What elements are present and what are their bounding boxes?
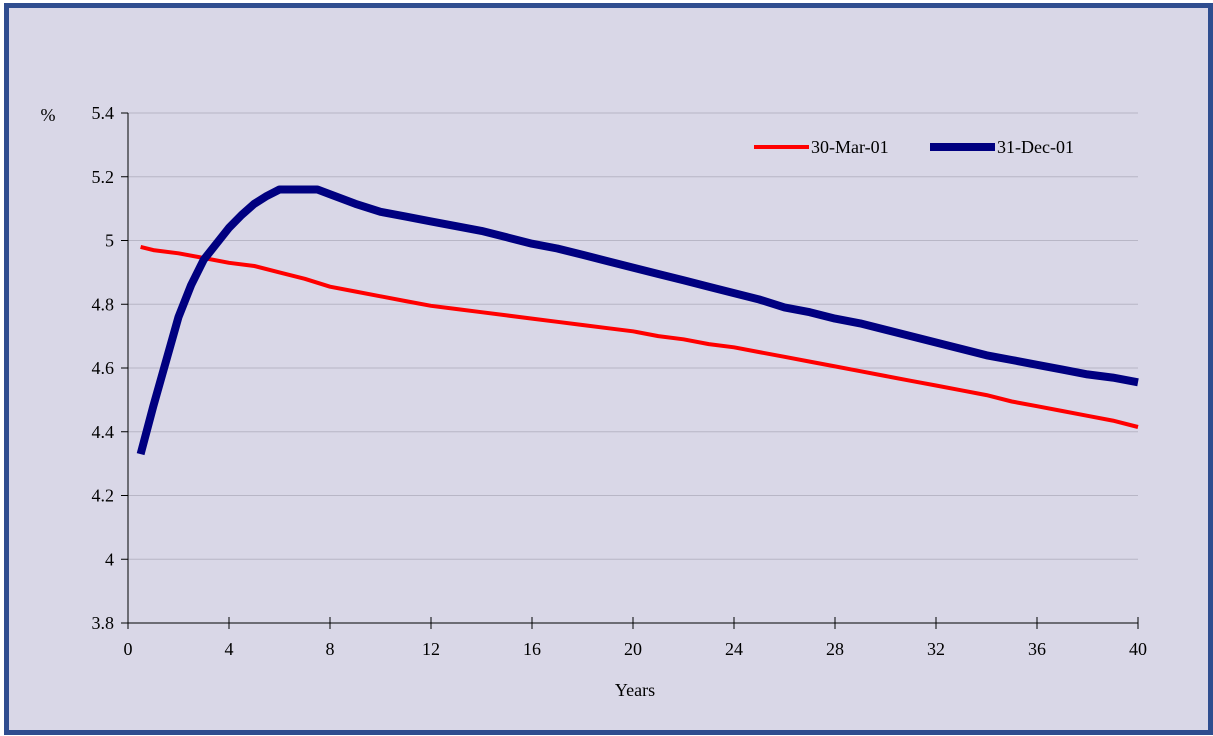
legend-label-1: 30-Mar-01 bbox=[811, 137, 889, 157]
series-line-1 bbox=[140, 244, 1139, 429]
x-tick-label: 20 bbox=[624, 639, 642, 659]
x-tick-label: 12 bbox=[422, 639, 440, 659]
x-tick-label: 16 bbox=[523, 639, 541, 659]
x-tick-label: 8 bbox=[326, 639, 335, 659]
y-tick-label: 4 bbox=[105, 549, 114, 569]
x-tick-label: 4 bbox=[225, 639, 234, 659]
x-tick-labels: 0 4 8 12 16 20 24 28 32 36 40 bbox=[124, 639, 1148, 659]
legend: 30-Mar-01 31-Dec-01 bbox=[754, 137, 1074, 157]
x-tick-label: 24 bbox=[725, 639, 743, 659]
y-tick-label: 5.4 bbox=[92, 103, 115, 123]
chart-frame bbox=[4, 3, 1213, 735]
x-axis-label: Years bbox=[615, 680, 655, 700]
y-tick-label: 3.8 bbox=[92, 613, 115, 633]
y-tick-label: 4.6 bbox=[92, 358, 115, 378]
y-axis-label: % bbox=[41, 105, 56, 125]
x-tick-label: 32 bbox=[927, 639, 945, 659]
x-tick-label: 28 bbox=[826, 639, 844, 659]
y-tick-label: 4.8 bbox=[92, 294, 115, 314]
x-tick-label: 0 bbox=[124, 639, 133, 659]
y-tick-label: 5.2 bbox=[92, 167, 115, 187]
legend-label-2: 31-Dec-01 bbox=[997, 137, 1074, 157]
y-tick-labels: 3.8 4 4.2 4.4 4.6 4.8 5 5.2 5.4 bbox=[92, 103, 115, 633]
y-tick-label: 4.2 bbox=[92, 486, 115, 506]
x-tick-label: 36 bbox=[1028, 639, 1046, 659]
y-tick-label: 5 bbox=[105, 231, 114, 251]
series-line-2 bbox=[136, 185, 1139, 456]
gridlines bbox=[128, 112, 1138, 560]
tick-marks bbox=[121, 112, 1139, 629]
series-lines bbox=[136, 185, 1139, 456]
x-tick-label: 40 bbox=[1129, 639, 1147, 659]
y-tick-label: 4.4 bbox=[92, 422, 115, 442]
